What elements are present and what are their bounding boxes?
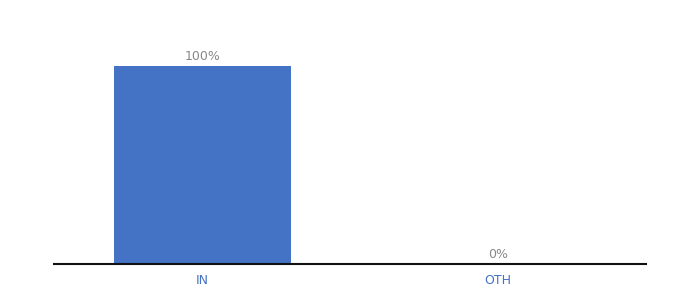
Bar bbox=[114, 66, 291, 264]
Text: 0%: 0% bbox=[488, 248, 508, 261]
Text: 100%: 100% bbox=[184, 50, 220, 63]
